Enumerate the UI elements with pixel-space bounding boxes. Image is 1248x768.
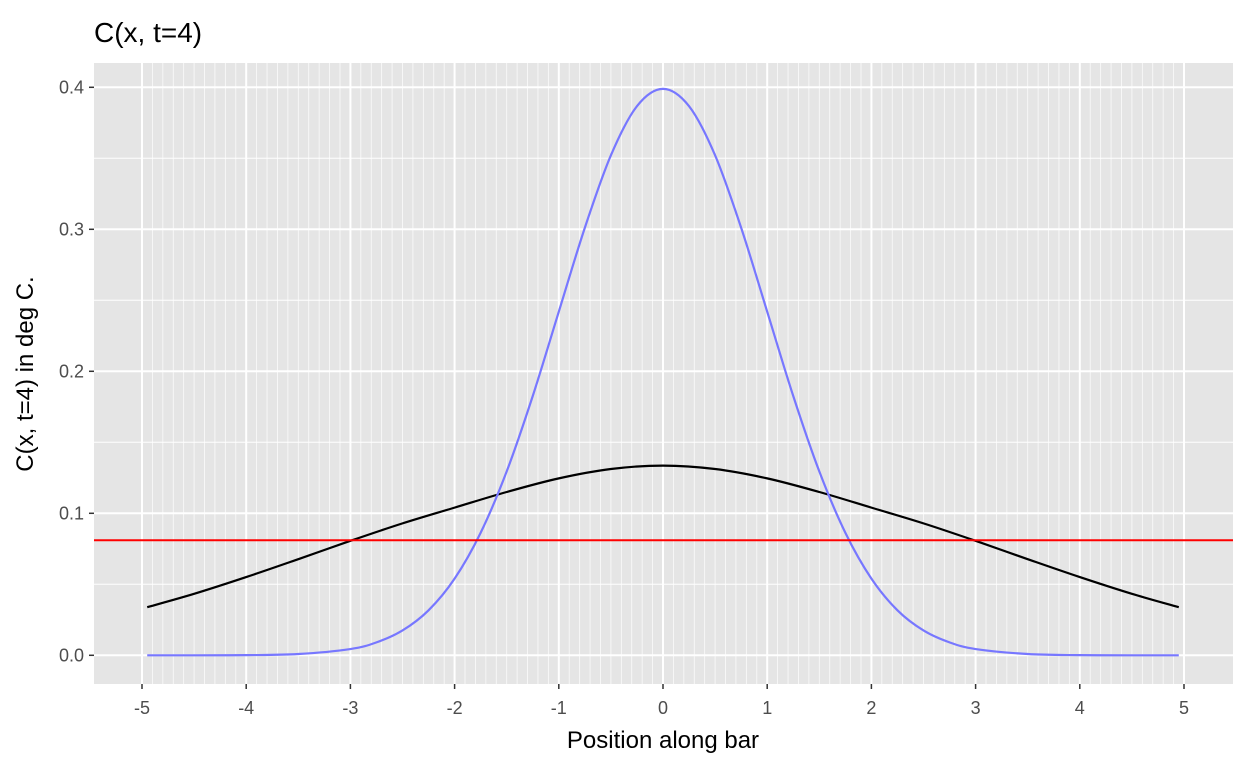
x-tick-label: 0 bbox=[658, 698, 668, 718]
x-axis-title: Position along bar bbox=[567, 727, 759, 754]
x-tick-label: -3 bbox=[342, 698, 358, 718]
y-tick-label: 0.3 bbox=[59, 219, 84, 239]
y-tick-label: 0.2 bbox=[59, 361, 84, 381]
y-tick-label: 0.0 bbox=[59, 645, 84, 665]
y-tick-label: 0.4 bbox=[59, 77, 84, 97]
x-tick-label: -2 bbox=[447, 698, 463, 718]
x-tick-label: 5 bbox=[1179, 698, 1189, 718]
x-tick-label: -4 bbox=[238, 698, 254, 718]
x-tick-label: 3 bbox=[971, 698, 981, 718]
x-tick-label: 4 bbox=[1075, 698, 1085, 718]
y-axis: 0.0 0.1 0.2 0.3 0.4 bbox=[59, 77, 94, 665]
x-tick-label: -1 bbox=[551, 698, 567, 718]
x-tick-label: 1 bbox=[762, 698, 772, 718]
x-tick-label: 2 bbox=[866, 698, 876, 718]
y-tick-label: 0.1 bbox=[59, 503, 84, 523]
series-line-1 bbox=[146, 464, 1180, 609]
series-line-2 bbox=[147, 87, 1179, 657]
x-tick-label: -5 bbox=[134, 698, 150, 718]
chart-title: C(x, t=4) bbox=[94, 17, 202, 48]
x-axis: -5 -4 -3 -2 -1 0 1 2 3 4 5 bbox=[134, 684, 1189, 718]
minor-gridlines bbox=[94, 63, 1233, 684]
series-layer bbox=[94, 87, 1233, 657]
y-axis-title: C(x, t=4) in deg C. bbox=[12, 276, 39, 471]
